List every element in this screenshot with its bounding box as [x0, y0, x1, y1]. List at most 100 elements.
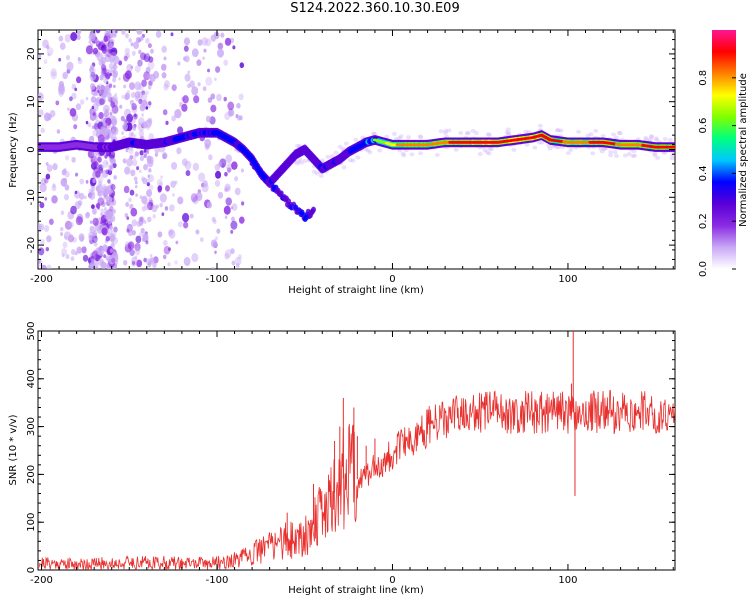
spectrogram-noise	[40, 127, 45, 134]
spectrogram-noise	[202, 56, 205, 60]
spectrogram-halo	[599, 149, 605, 154]
spectrogram-noise	[92, 230, 98, 237]
spectrogram-noise	[172, 193, 175, 197]
spectrogram-noise	[134, 151, 139, 157]
spectrogram-noise	[70, 249, 76, 255]
spectrogram-halo	[400, 151, 406, 156]
spectrogram-noise	[182, 95, 189, 104]
spectrogram-noise	[106, 195, 113, 204]
spectrogram-halo	[446, 128, 452, 133]
spectrogram-noise	[160, 175, 163, 179]
spectrogram-noise	[139, 232, 143, 238]
spectrogram-noise	[224, 252, 230, 260]
spectrogram-halo	[617, 131, 623, 136]
spectrogram-noise	[60, 210, 65, 216]
spectrogram-noise	[92, 112, 96, 116]
spectrogram-noise	[75, 216, 83, 226]
spectrogram-noise	[141, 90, 146, 96]
spectrogram-noise	[169, 204, 175, 212]
spectrogram-noise	[100, 70, 104, 75]
spectrogram-noise	[131, 219, 138, 227]
spectrogram-noise	[132, 126, 136, 131]
spectrogram-halo	[610, 132, 616, 137]
spectrogram-noise	[129, 203, 134, 210]
spectrogram-noise	[104, 72, 108, 78]
spectrogram-noise	[111, 257, 116, 263]
spectrogram-noise	[49, 109, 56, 118]
spectrogram-noise	[128, 131, 135, 140]
spectrogram-halo	[353, 137, 359, 142]
spectrogram-noise	[149, 257, 155, 264]
spectrogram-halo	[598, 146, 604, 151]
spectrogram-noise	[159, 202, 163, 208]
spectrogram-noise	[122, 72, 130, 82]
spectrogram-noise	[135, 235, 142, 244]
spectrogram-noise	[109, 248, 114, 254]
spectrogram-noise	[123, 185, 130, 194]
spectrogram-halo	[532, 145, 538, 150]
spectrogram-noise	[107, 169, 113, 176]
spectrogram-noise	[126, 89, 131, 95]
spectrogram-noise	[195, 229, 200, 235]
spectrogram-noise	[85, 45, 93, 55]
spectrogram-noise	[62, 71, 68, 80]
spectrogram-noise	[141, 195, 148, 205]
spectrogram-noise	[67, 107, 70, 111]
spectrogram-noise	[217, 42, 224, 50]
spectrogram-noise	[60, 232, 64, 236]
spectrogram-halo	[576, 129, 582, 134]
spectrogram-noise	[210, 239, 218, 248]
spectrogram-noise	[189, 213, 194, 219]
spectrogram-noise	[74, 87, 78, 92]
bottom-y-tick-label: 100	[26, 513, 37, 532]
spectrogram-noise	[134, 81, 142, 91]
spectrogram-noise	[107, 179, 111, 184]
spectrogram-noise	[177, 61, 181, 66]
bottom-y-axis-title: SNR (10 * v/v)	[8, 414, 19, 485]
spectrogram-noise	[183, 257, 191, 266]
spectrogram-noise	[211, 266, 215, 269]
bottom-x-axis-title: Height of straight line (km)	[288, 585, 424, 596]
spectrogram-halo	[484, 150, 490, 155]
spectrogram-noise	[130, 42, 134, 47]
spectrogram-noise	[197, 39, 203, 46]
spectrogram-noise	[217, 191, 224, 199]
spectrogram-noise	[234, 187, 241, 196]
spectrogram-noise	[217, 161, 223, 168]
spectrogram-noise	[112, 236, 119, 245]
spectrogram-marks	[38, 30, 675, 269]
spectrogram-noise	[99, 98, 105, 106]
spectrogram-noise	[101, 183, 107, 190]
spectrogram-noise	[143, 257, 147, 263]
spectrogram-halo	[653, 136, 659, 141]
spectrogram-noise	[145, 90, 149, 96]
spectrogram-noise	[93, 122, 99, 130]
spectrogram-noise	[197, 82, 201, 87]
spectrogram-halo	[631, 149, 637, 154]
spectrogram-noise	[174, 109, 182, 119]
spectrogram-halo	[409, 152, 415, 157]
spectrogram-halo	[550, 144, 556, 149]
spectrogram-noise	[76, 246, 82, 254]
spectrogram-noise	[89, 239, 93, 245]
spectrogram-halo	[470, 128, 476, 133]
spectrogram-noise	[88, 262, 95, 269]
spectrogram-noise	[128, 147, 134, 155]
spectrogram-noise	[84, 195, 87, 200]
spectrogram-noise	[51, 195, 58, 204]
spectrogram-noise	[110, 101, 116, 108]
spectrogram-halo	[524, 142, 530, 147]
spectrogram-noise	[103, 112, 107, 117]
spectrogram-noise	[110, 242, 115, 247]
spectrogram-noise	[143, 164, 148, 171]
spectrogram-noise	[75, 103, 82, 111]
spectrogram-noise	[38, 53, 42, 59]
spectrogram-halo	[438, 129, 444, 134]
spectrogram-noise	[91, 258, 95, 263]
spectrogram-noise	[97, 134, 105, 144]
spectrogram-noise	[102, 122, 109, 131]
spectrogram-noise	[58, 83, 65, 93]
spectrogram-halo	[453, 147, 459, 152]
spectrogram-noise	[131, 256, 138, 265]
